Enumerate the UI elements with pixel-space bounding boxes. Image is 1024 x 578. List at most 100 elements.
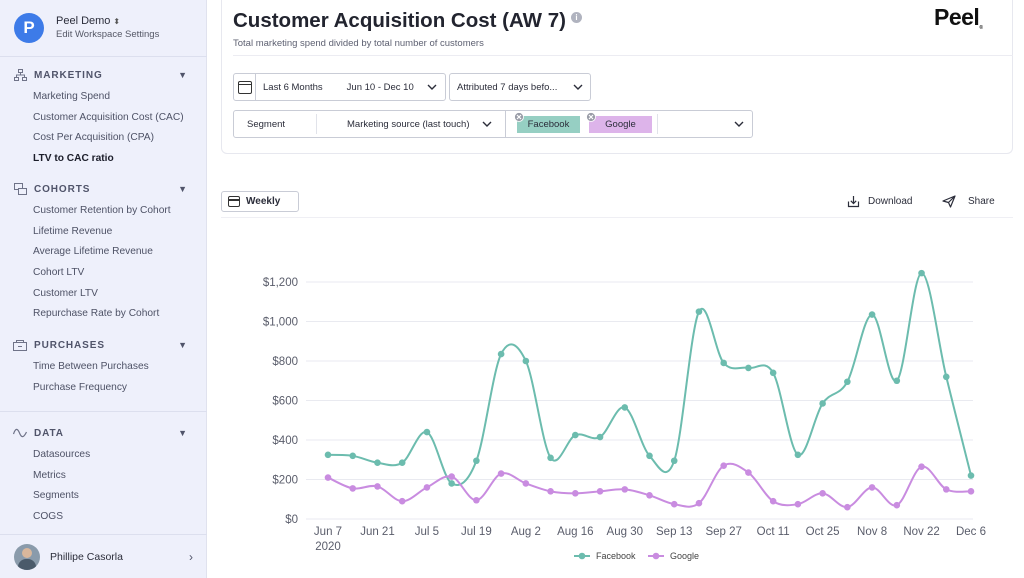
sidebar-item-customer-ltv[interactable]: Customer LTV [33,287,98,299]
data-point-google[interactable] [720,462,727,469]
data-point-facebook[interactable] [745,364,752,372]
data-point-google[interactable] [745,469,752,476]
legend-item-facebook[interactable]: Facebook [574,551,636,561]
chevron-down-icon [482,121,492,127]
share-button[interactable]: Share [942,193,995,210]
data-point-facebook[interactable] [522,357,530,365]
calendar-button[interactable] [234,74,256,100]
data-point-google[interactable] [398,497,406,505]
data-point-facebook[interactable] [967,472,975,479]
sidebar-item-customer-retention[interactable]: Customer Retention by Cohort [33,204,171,216]
data-point-facebook[interactable] [918,269,925,277]
data-point-google[interactable] [324,474,332,481]
data-point-google[interactable] [572,490,579,497]
sidebar-section-header-marketing[interactable]: MARKETING ▼ [0,67,207,83]
sidebar-item-marketing-spend[interactable]: Marketing Spend [33,90,111,102]
download-button[interactable]: Download [847,193,912,210]
data-point-google[interactable] [942,486,950,493]
data-point-google[interactable] [621,486,629,493]
data-point-facebook[interactable] [720,359,727,367]
sidebar-item-purchase-frequency[interactable]: Purchase Frequency [33,381,128,393]
data-point-google[interactable] [349,485,357,492]
data-point-google[interactable] [819,490,826,497]
data-point-facebook[interactable] [374,459,381,467]
granularity-dropdown[interactable]: Weekly [221,191,299,212]
sidebar-item-datasources[interactable]: Datasources [33,448,91,460]
data-point-facebook[interactable] [497,350,505,358]
data-point-facebook[interactable] [769,369,777,377]
chevron-down-icon[interactable] [734,121,744,128]
sidebar-item-cohort-ltv[interactable]: Cohort LTV [33,266,85,278]
segment-dimension-dropdown[interactable]: Marketing source (last touch) [317,111,503,137]
data-point-google[interactable] [868,484,876,491]
legend-marker [578,552,586,560]
data-point-facebook[interactable] [448,480,455,487]
sidebar-item-time-between-purchases[interactable]: Time Between Purchases [33,360,149,372]
data-point-facebook[interactable] [695,308,703,315]
data-point-google[interactable] [967,488,975,495]
data-point-facebook[interactable] [794,451,802,459]
data-point-facebook[interactable] [893,377,901,385]
sidebar-section-header-cohorts[interactable]: COHORTS ▼ [0,181,207,197]
remove-tag-icon[interactable] [514,112,524,122]
data-point-google[interactable] [448,473,455,480]
data-point-facebook[interactable] [621,404,629,411]
data-point-google[interactable] [893,501,901,509]
data-point-google[interactable] [497,470,505,477]
edit-workspace-settings-link[interactable]: Edit Workspace Settings [56,29,160,40]
caret-down-icon[interactable]: ▼ [178,340,187,350]
data-point-facebook[interactable] [844,378,851,386]
sidebar-item-metrics[interactable]: Metrics [33,469,66,481]
data-point-google[interactable] [794,500,802,508]
data-point-google[interactable] [522,480,530,487]
data-point-facebook[interactable] [868,311,876,318]
data-point-facebook[interactable] [942,373,950,381]
data-point-google[interactable] [473,496,480,504]
sidebar-item-repurchase-rate[interactable]: Repurchase Rate by Cohort [33,308,160,320]
workspace-switcher[interactable]: P Peel Demo ⬍ Edit Workspace Settings [14,11,199,45]
data-point-facebook[interactable] [819,400,826,407]
data-point-google[interactable] [374,483,381,490]
user-menu[interactable]: Phillipe Casorla › [14,544,199,570]
data-point-google[interactable] [423,484,431,491]
data-point-facebook[interactable] [670,457,678,465]
data-point-google[interactable] [844,503,851,511]
chart-legend: Facebook Google [574,551,699,561]
sidebar-section-header-purchases[interactable]: PURCHASES ▼ [0,337,207,353]
date-range-picker[interactable]: Last 6 Months Jun 10 - Dec 10 [233,73,446,101]
sidebar-item-segments[interactable]: Segments [33,490,79,502]
caret-down-icon[interactable]: ▼ [178,70,187,80]
data-point-facebook[interactable] [547,454,554,462]
data-point-google[interactable] [695,499,703,507]
sidebar-item-ltv-cac[interactable]: LTV to CAC ratio [33,152,114,164]
data-point-facebook[interactable] [646,452,653,460]
data-point-google[interactable] [670,500,678,508]
sidebar-item-average-lifetime-revenue[interactable]: Average Lifetime Revenue [33,246,153,258]
data-point-facebook[interactable] [596,433,604,441]
data-point-facebook[interactable] [423,428,431,436]
remove-tag-icon[interactable] [586,112,596,122]
sidebar-section-header-data[interactable]: DATA ▼ [0,425,207,441]
data-point-google[interactable] [769,497,777,505]
workspace-name[interactable]: Peel Demo ⬍ [56,15,159,28]
caret-down-icon[interactable]: ▼ [178,428,187,438]
attribution-dropdown[interactable]: Attributed 7 days befo... [449,73,591,101]
legend-item-google[interactable]: Google [648,551,699,561]
data-point-facebook[interactable] [473,457,480,465]
sidebar-item-cogs[interactable]: COGS [33,510,64,522]
x-tick-label: Aug 16 [557,526,593,538]
data-point-google[interactable] [596,488,604,495]
data-point-facebook[interactable] [349,452,357,460]
tags-divider [657,114,658,134]
data-point-facebook[interactable] [398,459,406,467]
data-point-google[interactable] [918,463,925,470]
data-point-google[interactable] [547,488,554,495]
data-point-facebook[interactable] [572,431,579,439]
info-icon[interactable]: i [571,12,582,23]
caret-down-icon[interactable]: ▼ [178,184,187,194]
data-point-google[interactable] [646,492,653,499]
sidebar-item-cpa[interactable]: Cost Per Acquisition (CPA) [33,132,154,144]
sidebar-item-cac[interactable]: Customer Acquisition Cost (CAC) [33,111,184,123]
data-point-facebook[interactable] [324,451,332,459]
sidebar-item-lifetime-revenue[interactable]: Lifetime Revenue [33,225,113,237]
